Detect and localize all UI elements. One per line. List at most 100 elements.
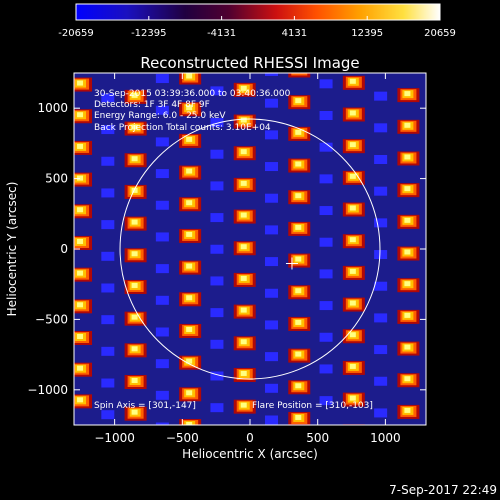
heatmap-blob [342, 297, 388, 323]
heatmap-blob [233, 304, 278, 330]
heatmap-blob [124, 121, 169, 147]
heatmap-plot [70, 46, 426, 425]
x-tick-label: 0 [246, 431, 254, 445]
heatmap-blob [179, 355, 224, 381]
heatmap-blob [74, 362, 115, 388]
heatmap-blob [124, 216, 169, 242]
heatmap-blob [397, 373, 420, 388]
heatmap-blob [179, 73, 224, 96]
heatmap-blob [74, 172, 115, 198]
colorbar-tick-label: -12395 [131, 28, 166, 39]
heatmap-blob [233, 177, 278, 203]
heatmap-blob [179, 323, 224, 349]
heatmap-blob [397, 246, 420, 261]
heatmap-blob [124, 406, 169, 425]
heatmap-blob [74, 235, 115, 261]
heatmap-blob [288, 190, 333, 216]
spin-axis-text: Spin Axis = [301,-147] [94, 401, 196, 411]
y-axis-label: Heliocentric Y (arcsec) [5, 182, 19, 317]
heatmap-blob [288, 285, 333, 311]
x-tick-label: −1000 [94, 431, 135, 445]
heatmap-blob [288, 126, 333, 152]
heatmap-blob [70, 46, 114, 71]
heatmap-blob [342, 75, 388, 101]
heatmap-blob [179, 260, 224, 286]
heatmap-blob [74, 394, 115, 420]
heatmap-blob [233, 146, 278, 172]
heatmap-blob [74, 299, 115, 325]
heatmap-blob [288, 380, 333, 406]
heatmap-blob [342, 202, 388, 228]
heatmap-blob [397, 278, 420, 293]
heatmap-blob [74, 77, 115, 103]
annotation-time-range: 30-Sep-2015 03:39:36.000 to 03:40:36.000 [94, 89, 291, 99]
heatmap-blob [288, 253, 333, 279]
heatmap-blob [342, 107, 388, 133]
flare-position-marker [285, 257, 298, 270]
heatmap-blob [179, 165, 224, 191]
colorbar-tick-label: 12395 [351, 28, 383, 39]
colorbar-tick-label: 20659 [424, 28, 456, 39]
chart-title: Reconstructed RHESSI Image [140, 54, 359, 72]
heatmap-blob [74, 109, 115, 135]
heatmap-blob [288, 95, 333, 120]
y-axis: −1000 −500 0 500 1000 [27, 101, 426, 397]
heatmap-blob [179, 292, 224, 318]
heatmap-blob [179, 133, 224, 159]
heatmap-blob [233, 399, 278, 425]
heatmap-blob [288, 411, 311, 425]
heatmap-blob [342, 170, 388, 196]
heatmap-blob [74, 140, 115, 166]
heatmap-blob [397, 309, 420, 324]
colorbar-tick-label: -20659 [58, 28, 93, 39]
heatmap-blob [74, 331, 115, 356]
solar-disk-circle [119, 118, 381, 380]
heatmap-blob [233, 272, 278, 298]
heatmap-blob [155, 74, 169, 84]
heatmap-blob [233, 82, 278, 108]
heatmap-blob [179, 419, 202, 425]
flare-position-text: Flare Position = [310,-103] [252, 401, 373, 411]
annotation-detectors: Detectors: 1F 3F 4F 8F 9F [94, 100, 210, 110]
x-tick-label: 1000 [370, 431, 401, 445]
heatmap-blob [124, 248, 169, 274]
heatmap-blob [179, 102, 224, 128]
y-tick-label: 1000 [37, 101, 68, 115]
colorbar-tick-label: -4131 [207, 28, 236, 39]
heatmap-blob [397, 214, 420, 229]
heatmap-blob [124, 89, 169, 115]
colorbar-ticks: -20659 -12395 -4131 4131 12395 20659 [58, 16, 456, 39]
heatmap-blob [397, 183, 420, 198]
heatmap-blob [179, 228, 224, 254]
heatmap-blob [288, 316, 333, 342]
timestamp: 7-Sep-2017 22:49 [389, 483, 497, 497]
heatmap-blob [124, 343, 169, 369]
annotation-method: Back Projection Total counts: 3.10E+04 [94, 123, 271, 133]
heatmap-blob [124, 153, 169, 179]
heatmap-blob [124, 311, 169, 337]
heatmap-blob [397, 151, 420, 166]
heatmap-blob [342, 265, 388, 291]
colorbar-tick-label: 4131 [282, 28, 307, 39]
heatmap-blob [342, 329, 388, 355]
heatmap-blob [233, 209, 278, 235]
heatmap-blob [233, 241, 278, 267]
x-axis-label: Heliocentric X (arcsec) [182, 447, 318, 461]
heatmap-blob [397, 119, 420, 134]
x-tick-label: 500 [306, 431, 329, 445]
y-tick-label: 0 [60, 242, 68, 256]
heatmap-blob [179, 197, 224, 223]
heatmap-blob [124, 184, 169, 210]
heatmap-blob [265, 73, 278, 76]
heatmap-blob [342, 360, 388, 386]
heatmap-blob [179, 387, 224, 413]
x-tick-label: −500 [166, 431, 199, 445]
heatmap-blob [342, 392, 388, 418]
colorbar [75, 3, 441, 21]
heatmap-blob [397, 341, 420, 356]
heatmap-blob [233, 336, 278, 362]
heatmap-blob [397, 404, 420, 419]
heatmap-blob [288, 158, 333, 184]
heatmap-blob [74, 204, 115, 230]
